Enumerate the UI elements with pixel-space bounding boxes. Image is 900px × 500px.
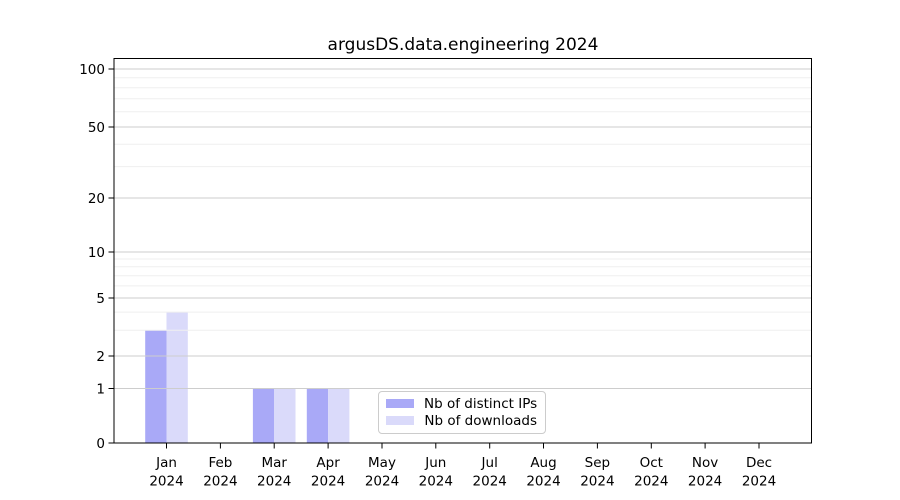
- y-tick-label: 2: [96, 349, 105, 365]
- legend-label-downloads: Nb of downloads: [424, 412, 537, 429]
- x-tick-label: Nov 2024: [688, 455, 722, 490]
- legend-item-downloads: Nb of downloads: [386, 412, 537, 429]
- x-tick-label: Oct 2024: [634, 455, 668, 490]
- bars-group: [145, 312, 350, 443]
- x-tick-label: Sep 2024: [580, 455, 614, 490]
- y-tick-label: 1: [96, 381, 105, 397]
- y-axis: 0 1 2 5 10 20 50 100: [79, 62, 114, 452]
- bar-apr-s1: [328, 388, 350, 443]
- x-tick-label: Jul 2024: [473, 455, 507, 490]
- plot-border: [113, 58, 812, 444]
- bar-jan-s1: [166, 312, 188, 443]
- x-tick-label: Feb 2024: [203, 455, 237, 490]
- x-tick-label: Dec 2024: [742, 455, 776, 490]
- legend-swatch-downloads-icon: [386, 416, 414, 425]
- y-tick-label: 0: [96, 436, 105, 452]
- bar-mar-s0: [252, 388, 275, 443]
- y-tick-label: 5: [96, 291, 105, 307]
- series-1: [166, 312, 350, 443]
- legend: Nb of distinct IPs Nb of downloads: [378, 391, 546, 434]
- x-axis: Jan 2024 Feb 2024 Mar 2024 Apr 2024 May 2024 Jun 20…: [149, 443, 776, 490]
- chart-title: argusDS.data.engineering 2024: [327, 35, 599, 55]
- x-tick-label: Jun 2024: [419, 455, 453, 490]
- y-tick-label: 10: [88, 245, 105, 261]
- bar-jan-s0: [145, 330, 167, 443]
- y-tick-label: 100: [79, 62, 105, 78]
- gridlines-group: [114, 68, 812, 389]
- x-tick-label: Mar 2024: [257, 455, 291, 490]
- legend-label-distinct-ips: Nb of distinct IPs: [424, 395, 538, 412]
- x-tick-label: Jan 2024: [149, 455, 183, 490]
- y-tick-label: 50: [88, 120, 105, 136]
- series-0: [145, 330, 329, 443]
- legend-swatch-distinct-ips-icon: [386, 399, 414, 408]
- bar-mar-s1: [274, 388, 296, 443]
- x-tick-label: May 2024: [365, 455, 399, 490]
- bar-apr-s0: [306, 388, 329, 443]
- x-tick-label: Apr 2024: [311, 455, 345, 490]
- legend-item-distinct-ips: Nb of distinct IPs: [386, 395, 537, 412]
- x-tick-label: Aug 2024: [526, 455, 560, 490]
- y-tick-label: 20: [88, 191, 105, 207]
